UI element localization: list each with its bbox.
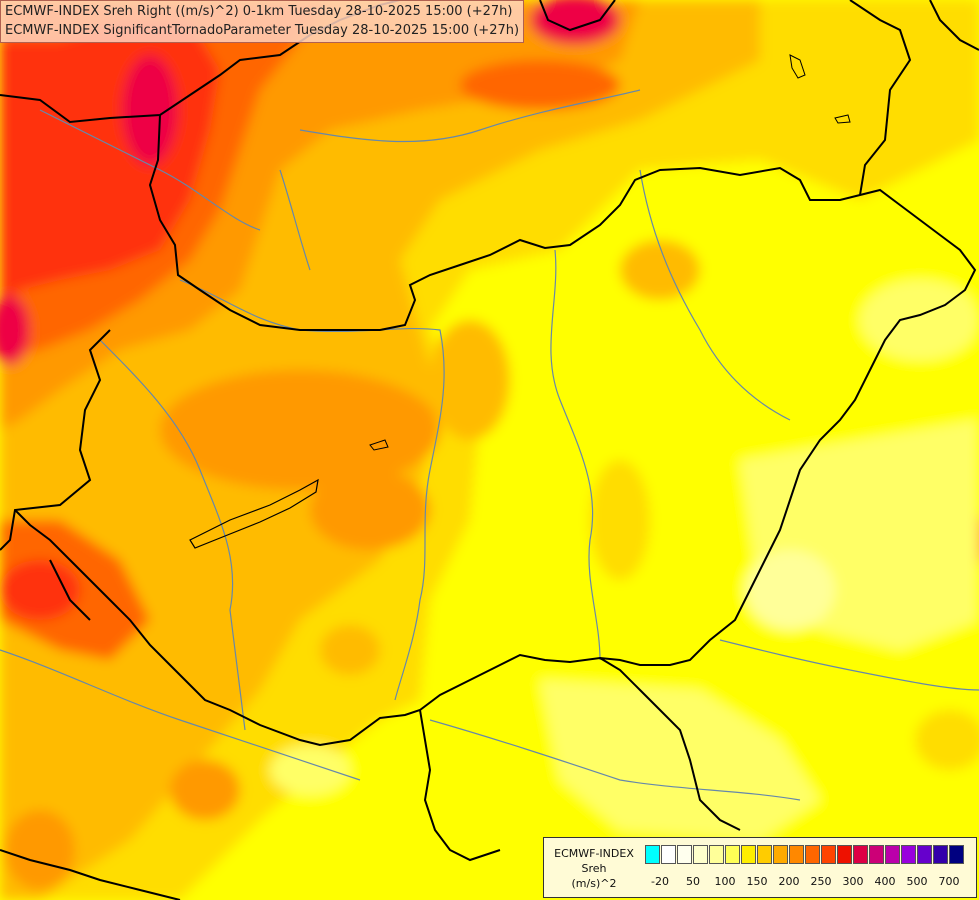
- legend-tick-label: 100: [714, 875, 736, 888]
- legend-swatch: [693, 845, 708, 864]
- legend-tick-label: 400: [874, 875, 896, 888]
- map-title-line1: ECMWF-INDEX Sreh Right ((m/s)^2) 0-1km T…: [5, 4, 513, 19]
- legend-tick-label: 300: [842, 875, 864, 888]
- legend-swatches: [645, 845, 965, 864]
- legend-swatch: [645, 845, 660, 864]
- color-legend: ECMWF-INDEX Sreh (m/s)^2 -20 50 100 150 200 2…: [543, 837, 977, 898]
- legend-swatch: [805, 845, 820, 864]
- legend-swatch: [949, 845, 964, 864]
- lake-outline-ne: [834, 114, 851, 124]
- legend-title-line2: Sreh: [581, 862, 607, 875]
- legend-swatch: [709, 845, 724, 864]
- map-title-line2: ECMWF-INDEX SignificantTornadoParameter …: [5, 23, 520, 38]
- legend-swatch: [773, 845, 788, 864]
- legend-swatch: [821, 845, 836, 864]
- lake-outline-north: [789, 54, 806, 79]
- legend-swatch: [917, 845, 932, 864]
- legend-swatch: [789, 845, 804, 864]
- legend-swatch: [837, 845, 852, 864]
- legend-ticks: -20 50 100 150 200 250 300 400 500 700: [645, 875, 975, 889]
- legend-tick-label: 500: [906, 875, 928, 888]
- legend-swatch: [901, 845, 916, 864]
- lake-outline: [189, 478, 319, 549]
- legend-title-line3: (m/s)^2: [571, 877, 617, 890]
- legend-swatch: [853, 845, 868, 864]
- legend-tick-label: 50: [686, 875, 700, 888]
- river-lines: [0, 89, 979, 801]
- legend-swatch: [741, 845, 756, 864]
- map-title-box: ECMWF-INDEX Sreh Right ((m/s)^2) 0-1km T…: [0, 0, 525, 43]
- legend-title: ECMWF-INDEX Sreh (m/s)^2: [548, 846, 640, 891]
- legend-swatch: [757, 845, 772, 864]
- legend-tick-label: 200: [778, 875, 800, 888]
- legend-swatch: [677, 845, 692, 864]
- legend-tick-label: 700: [938, 875, 960, 888]
- legend-swatch: [869, 845, 884, 864]
- legend-swatch: [661, 845, 676, 864]
- legend-swatch: [885, 845, 900, 864]
- legend-swatch: [725, 845, 740, 864]
- legend-tick-label: 150: [746, 875, 768, 888]
- legend-tick-label: -20: [651, 875, 669, 888]
- legend-tick-label: 250: [810, 875, 832, 888]
- lake-outline-small: [369, 439, 389, 451]
- legend-title-line1: ECMWF-INDEX: [554, 847, 634, 860]
- legend-swatch: [933, 845, 948, 864]
